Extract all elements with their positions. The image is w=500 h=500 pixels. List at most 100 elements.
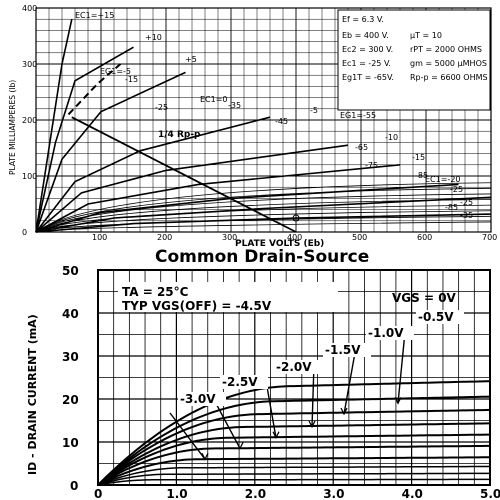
top-series-line (35, 116, 271, 233)
bottom-minor-curve (97, 465, 490, 486)
spec-line: gm = 5000 μMHOS (410, 59, 487, 68)
bottom-xtick-label: 3.0 (323, 487, 344, 500)
top-series-line (35, 144, 349, 233)
bottom-xtick-label: 0 (94, 487, 102, 500)
bottom-ylabel: ID - DRAIN CURRENT (mA) (26, 314, 39, 475)
load-line (71, 116, 297, 233)
curve-label-bg (274, 360, 322, 374)
curve-label-bg (220, 375, 268, 389)
top-xtick-label: 700 (482, 233, 497, 242)
bottom-series-line (97, 456, 490, 486)
top-curve-label: -15 (412, 153, 425, 162)
top-series-line (35, 71, 186, 233)
bottom-minor-curve (97, 472, 490, 486)
label-arrowhead (394, 397, 402, 405)
top-minor-curve (35, 187, 492, 233)
bottom-plot-frame (97, 269, 491, 486)
curve-label-bg (178, 392, 226, 406)
bottom-ytick-label: 0 (70, 479, 78, 493)
label-arrowhead (340, 407, 348, 416)
top-curve-label: +10 (145, 33, 162, 42)
top-chart: EC1=+15+10+5EG1=-5-15-25EC1=0-35-45-5EG1… (8, 4, 497, 249)
top-curve-label: -25 (460, 198, 473, 207)
top-curves: EC1=+15+10+5EG1=-5-15-25EC1=0-35-45-5EG1… (35, 11, 492, 233)
operating-point (292, 214, 300, 222)
top-minor-curve (35, 199, 492, 233)
bottom-series-line (97, 408, 491, 486)
top-curve-label: -25 (155, 103, 168, 112)
spec-line: Eb = 400 V. (342, 31, 389, 40)
vgs-header-label: VGS = 0V (392, 291, 457, 305)
top-curve-label: -15 (125, 75, 138, 84)
top-xtick-label: 100 (92, 233, 107, 242)
top-xtick-label: 200 (157, 233, 172, 242)
curve-label-bg (366, 326, 414, 340)
spec-text: Ef = 6.3 V. Eb = 400 V. μT = 10 Ec2 = 300 V… (342, 15, 488, 82)
label-arrowhead (272, 431, 280, 440)
top-curve-label: -65 (355, 143, 368, 152)
bottom-curve-label: -2.5V (222, 375, 258, 389)
bottom-curve-labels: VGS = 0V -0.5V -1.0V -1.5V -2.0V -2.5V -3.0V (169, 291, 464, 461)
spec-line: Ec2 = 300 V. (342, 45, 393, 54)
spec-line: Rp-p = 6600 OHMS (410, 73, 488, 82)
spec-line: μT = 10 (410, 31, 442, 40)
bottom-ytick-label: 40 (62, 307, 79, 321)
bottom-ytick-label: 30 (62, 350, 79, 364)
bottom-series-line (97, 395, 491, 486)
bottom-curve-label: -0.5V (418, 310, 454, 324)
bottom-series-line (97, 433, 490, 486)
label-pointer-line (169, 412, 206, 460)
spec-line: rPT = 2000 OHMS (410, 45, 482, 54)
top-ticks: 100 200 300 400 500 600 700 0 100 200 300 400 (22, 4, 497, 242)
top-curve-label: -85 (415, 171, 428, 180)
bottom-series-line (97, 444, 490, 486)
label-pointer-line (265, 380, 277, 438)
top-curve-label: -85 (445, 203, 458, 212)
top-curve-label: -35 (228, 101, 241, 110)
top-curve-label: -45 (275, 117, 288, 126)
bottom-curve-label: -1.0V (368, 326, 404, 340)
top-curve-label: -25 (450, 185, 463, 194)
curve-label-bg (323, 343, 371, 357)
bottom-ytick-label: 20 (62, 393, 79, 407)
top-curve-label: -35 (460, 211, 473, 220)
top-xtick-label: 600 (417, 233, 432, 242)
top-curve-label: EC1=-20 (425, 175, 461, 184)
top-curve-label: EG1=-5 (100, 67, 131, 76)
top-series-line (35, 19, 73, 233)
bottom-curve-label: -1.5V (325, 343, 361, 357)
top-xtick-label: 400 (287, 233, 302, 242)
top-ylabel: PLATE MILLIAMPERES (Ib) (8, 80, 17, 175)
boundary-dashed-line (67, 63, 122, 116)
top-curve-label: +5 (185, 55, 197, 64)
top-minor-curve (35, 210, 492, 233)
bottom-series-line (97, 422, 490, 486)
top-curve-label: EG1=-55 (340, 111, 376, 120)
top-ytick-label: 400 (22, 4, 37, 13)
spec-box (337, 9, 491, 111)
top-ytick-label: 300 (22, 60, 37, 69)
top-xlabel: PLATE VOLTS (Eb) (235, 239, 324, 249)
label-pointer-line (343, 346, 357, 415)
top-series-line (35, 46, 134, 233)
top-series-line (35, 164, 401, 233)
bottom-minor-curve (97, 478, 490, 486)
bottom-ytick-label: 50 (62, 264, 79, 278)
label-pointer-line (397, 331, 406, 404)
top-grid (36, 8, 491, 232)
label-arrowhead (201, 452, 209, 461)
bottom-xtick-label: 5.0 (480, 487, 500, 500)
top-curve-label: EC1=+15 (75, 11, 114, 20)
bottom-curves (97, 380, 491, 486)
top-minor-curve (35, 204, 492, 233)
top-minor-curve (35, 215, 492, 233)
label-pointer-line (311, 363, 315, 427)
spec-line: Ef = 6.3 V. (342, 15, 384, 24)
condition-ta: TA = 25°C (122, 285, 189, 299)
top-minor-curve (35, 221, 492, 233)
top-xtick-label: 300 (222, 233, 237, 242)
condition-vgsoff: TYP VGS(OFF) = -4.5V (122, 299, 272, 313)
bottom-ytick-label: 10 (62, 436, 79, 450)
bottom-xtick-label: 2.0 (245, 487, 266, 500)
